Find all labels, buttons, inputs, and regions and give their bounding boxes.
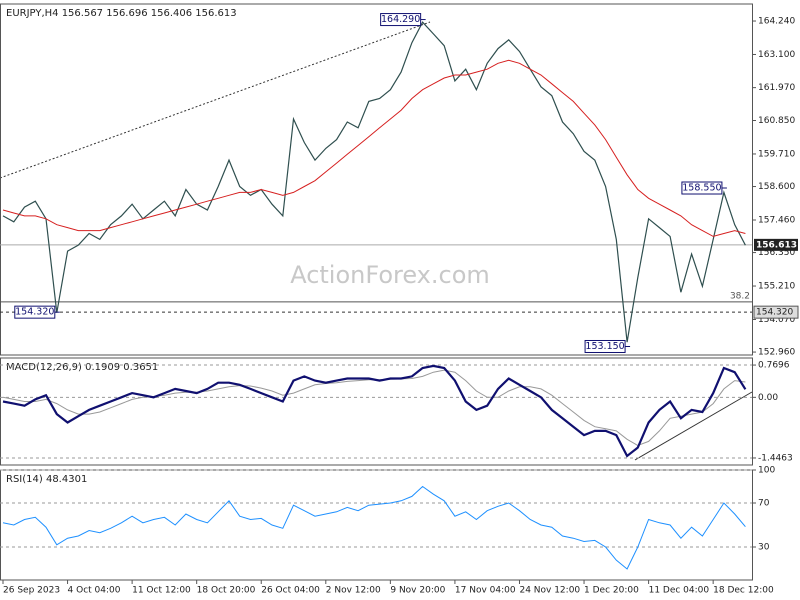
x-tick-label: 17 Nov 04:00 bbox=[455, 586, 516, 596]
y-tick-label: 30 bbox=[758, 543, 770, 553]
annotation-box bbox=[380, 13, 422, 27]
y-tick-label: 160.850 bbox=[758, 116, 795, 126]
x-tick-label: 9 Nov 20:00 bbox=[390, 586, 445, 596]
y-tick-label: 159.710 bbox=[758, 149, 795, 159]
y-tick-label: 0.7696 bbox=[758, 361, 790, 371]
pane-title: EURJPY,H4 156.567 156.696 156.406 156.61… bbox=[6, 8, 237, 19]
pane-frame bbox=[0, 357, 753, 466]
pane-title: RSI(14) 48.4301 bbox=[6, 474, 87, 485]
x-tick-label: 26 Sep 2023 bbox=[3, 586, 60, 596]
series-line bbox=[2, 369, 746, 447]
x-tick-label: 4 Oct 04:00 bbox=[68, 586, 121, 596]
annotation-label: 153.150 bbox=[585, 341, 624, 352]
series-line bbox=[2, 21, 746, 343]
price-label: 156.613 bbox=[756, 240, 797, 250]
watermark: ActionForex.com bbox=[290, 261, 490, 289]
level-label: 154.320 bbox=[756, 308, 793, 318]
fib-label: 38.2 bbox=[730, 291, 750, 301]
x-tick-label: 18 Oct 20:00 bbox=[197, 586, 256, 596]
trendline bbox=[0, 21, 431, 179]
series-line bbox=[2, 59, 746, 237]
y-tick-label: 0.00 bbox=[758, 393, 778, 403]
y-tick-label: 152.960 bbox=[758, 348, 795, 358]
x-tick-label: 1 Dec 20:00 bbox=[584, 586, 639, 596]
y-tick-label: 155.210 bbox=[758, 282, 795, 292]
y-tick-label: 154.070 bbox=[758, 315, 795, 325]
y-tick-label: 156.350 bbox=[758, 248, 795, 258]
annotation-label: 164.290 bbox=[381, 14, 420, 25]
y-tick-label: -1.4463 bbox=[758, 453, 793, 463]
x-tick-label: 2 Nov 12:00 bbox=[326, 586, 381, 596]
x-tick-label: 24 Nov 12:00 bbox=[519, 586, 580, 596]
annotation-box bbox=[14, 305, 56, 319]
y-tick-label: 70 bbox=[758, 499, 770, 509]
pane-frame bbox=[0, 469, 753, 581]
level-box bbox=[753, 305, 799, 319]
y-tick-label: 164.240 bbox=[758, 17, 795, 27]
x-tick-label: 11 Dec 04:00 bbox=[649, 586, 710, 596]
price-box bbox=[754, 238, 798, 251]
x-tick-label: 26 Oct 04:00 bbox=[261, 586, 320, 596]
annotation-label: 154.320 bbox=[15, 307, 54, 318]
pane-title: MACD(12,26,9) 0.1909 0.3651 bbox=[6, 362, 158, 373]
trendline bbox=[634, 391, 753, 461]
annotation-box bbox=[584, 339, 626, 353]
y-tick-label: 100 bbox=[758, 466, 775, 476]
x-tick-label: 18 Dec 12:00 bbox=[713, 586, 774, 596]
y-tick-label: 161.970 bbox=[758, 83, 795, 93]
pane-frame bbox=[0, 3, 753, 356]
y-tick-label: 157.460 bbox=[758, 216, 795, 226]
x-tick-label: 11 Oct 12:00 bbox=[132, 586, 191, 596]
annotation-box bbox=[681, 181, 723, 195]
annotation-label: 158.550 bbox=[682, 183, 721, 194]
series-line bbox=[2, 364, 747, 458]
series-line bbox=[2, 485, 746, 570]
y-tick-label: 158.600 bbox=[758, 182, 795, 192]
y-tick-label: 163.100 bbox=[758, 50, 795, 60]
